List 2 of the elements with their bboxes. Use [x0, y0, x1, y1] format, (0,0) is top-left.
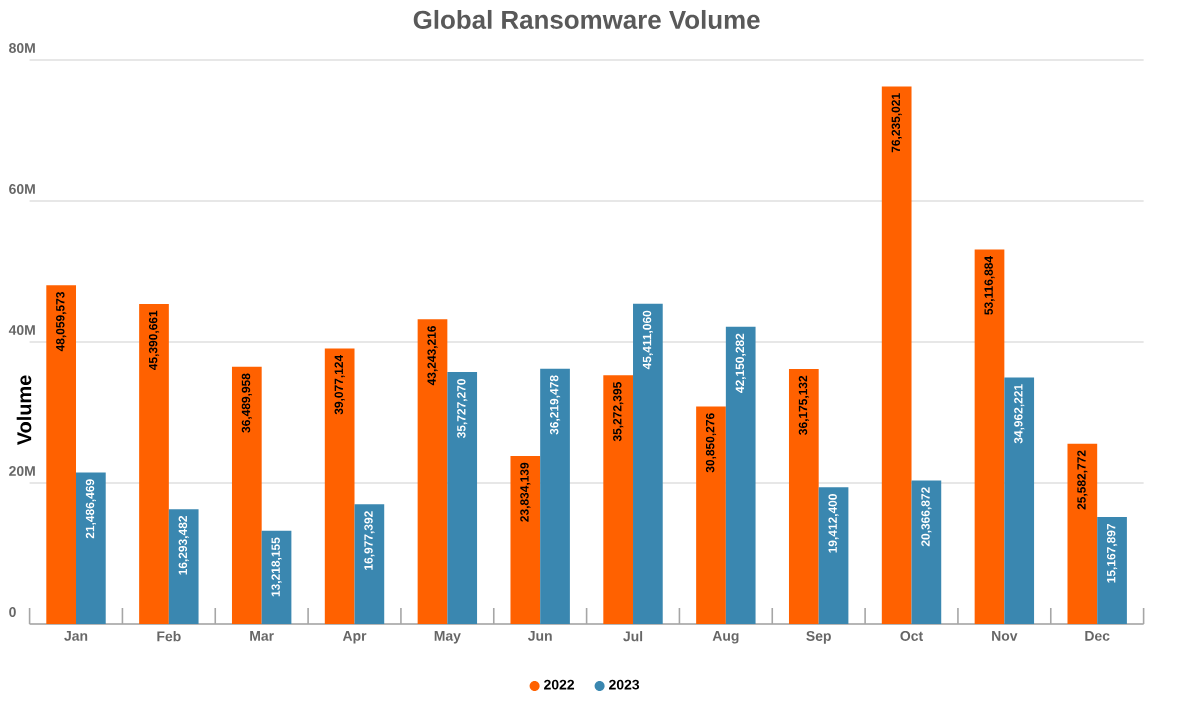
y-axis-title: Volume [16, 375, 32, 446]
chart-title: Global Ransomware Volume [413, 9, 760, 29]
